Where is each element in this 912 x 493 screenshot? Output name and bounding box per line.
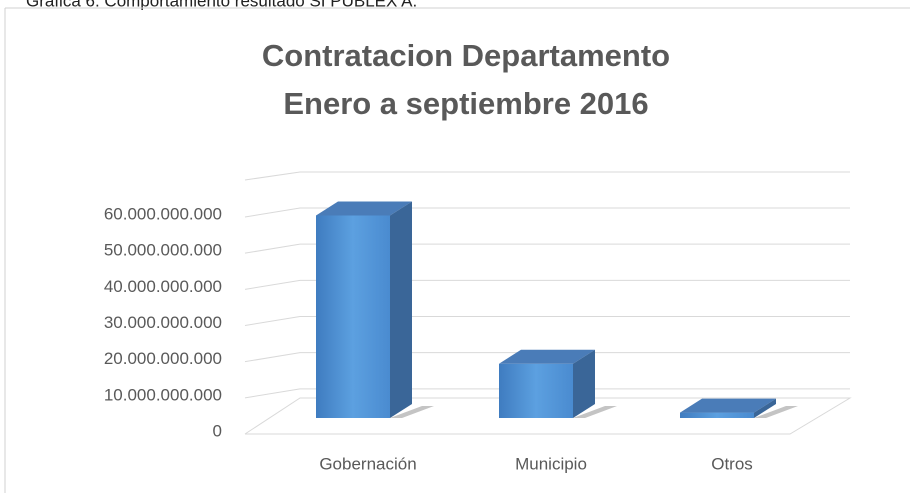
floor bbox=[244, 397, 852, 435]
x-tick-label: Gobernación bbox=[319, 454, 416, 473]
chart-subtitle: Enero a septiembre 2016 bbox=[283, 86, 648, 121]
y-tick-label: 0 bbox=[213, 421, 222, 440]
bar-side bbox=[390, 201, 412, 418]
grid-line bbox=[244, 352, 850, 363]
y-tick-label: 60.000.000.000 bbox=[104, 204, 222, 223]
wall-top bbox=[244, 171, 850, 181]
chart-border bbox=[4, 7, 910, 493]
grid-line bbox=[244, 279, 850, 290]
bar-top bbox=[499, 349, 595, 364]
y-tick-label: 20.000.000.000 bbox=[104, 349, 222, 368]
bar-side bbox=[754, 398, 776, 418]
bar-top bbox=[316, 201, 412, 216]
bar-side bbox=[573, 349, 595, 418]
x-tick-label: Otros bbox=[711, 454, 753, 473]
grid-line bbox=[244, 243, 850, 254]
bar bbox=[316, 215, 390, 418]
y-tick-label: 40.000.000.000 bbox=[104, 277, 222, 296]
grid-line bbox=[244, 316, 850, 326]
y-tick-label: 30.000.000.000 bbox=[104, 313, 222, 332]
y-tick-label: 50.000.000.000 bbox=[104, 241, 222, 260]
bar-shadow bbox=[573, 406, 617, 418]
bar-shadow bbox=[754, 406, 798, 418]
y-tick-label: 10.000.000.000 bbox=[104, 385, 222, 404]
bar-top bbox=[680, 398, 776, 413]
bar bbox=[499, 363, 573, 418]
bar-shadow bbox=[390, 406, 434, 418]
chart-title: Contratacion Departamento bbox=[262, 38, 670, 73]
grid-line bbox=[244, 388, 850, 399]
x-tick-label: Municipio bbox=[515, 454, 587, 473]
caption: Grafica 6. Comportamiento resultado SI P… bbox=[26, 0, 417, 10]
bar bbox=[680, 412, 754, 418]
grid-line bbox=[244, 207, 850, 218]
